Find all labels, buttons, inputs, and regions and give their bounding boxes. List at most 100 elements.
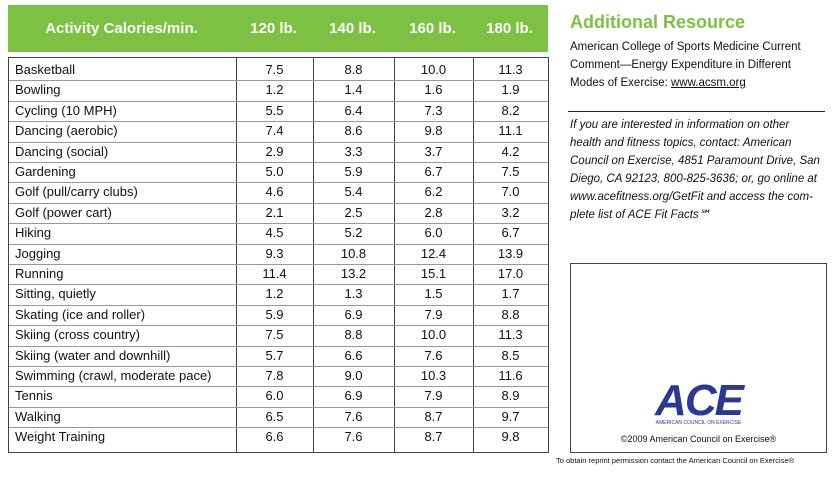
value-cell: 1.5 xyxy=(424,286,443,302)
value-cell: 10.8 xyxy=(340,245,367,261)
value-cell: 9.8 xyxy=(501,429,520,445)
column-line xyxy=(394,58,395,452)
copyright: ©2009 American Council on Exercise® xyxy=(620,434,777,444)
resource-line: American College of Sports Medicine Curr… xyxy=(570,41,801,53)
row-line xyxy=(9,264,548,265)
divider xyxy=(568,111,825,112)
activity-cell: Walking xyxy=(15,408,61,424)
value-cell: 7.3 xyxy=(424,102,443,118)
value-cell: 2.1 xyxy=(265,204,284,220)
activity-cell: Hiking xyxy=(15,225,52,241)
row-line xyxy=(9,427,548,429)
activity-cell: Golf (pull/carry clubs) xyxy=(15,184,138,200)
value-cell: 8.6 xyxy=(344,123,363,139)
value-cell: 4.5 xyxy=(265,225,284,241)
activity-cell: Weight Training xyxy=(15,429,106,445)
value-cell: 5.0 xyxy=(265,164,284,179)
row-line xyxy=(9,121,548,123)
activity-cell: Running xyxy=(15,266,64,281)
value-cell: 2.9 xyxy=(265,143,284,159)
row-line xyxy=(9,325,548,327)
value-cell: 7.8 xyxy=(265,368,284,383)
value-cell: 10.0 xyxy=(420,327,447,343)
value-cell: 7.9 xyxy=(424,306,443,322)
activity-cell: Skiing (water and downhill) xyxy=(15,347,171,363)
contact-line: If you are interested in information on … xyxy=(570,119,790,131)
value-cell: 2.8 xyxy=(424,204,443,220)
header-cell: 140 lb. xyxy=(329,20,376,37)
value-cell: 6.7 xyxy=(501,225,520,241)
row-line xyxy=(9,406,548,408)
value-cell: 8.8 xyxy=(501,306,520,322)
value-cell: 6.0 xyxy=(424,225,443,241)
activity-cell: Dancing (social) xyxy=(15,143,109,159)
contact-line: plete list of ACE Fit Facts℠ xyxy=(570,209,711,221)
contact-line: Council on Exercise, 4851 Paramount Driv… xyxy=(570,155,820,167)
activity-cell: Bowling xyxy=(15,82,61,98)
value-cell: 5.5 xyxy=(265,102,284,118)
value-cell: 11.4 xyxy=(262,266,287,281)
value-cell: 6.6 xyxy=(265,429,284,445)
value-cell: 8.9 xyxy=(501,388,520,404)
value-cell: 17.0 xyxy=(497,266,524,281)
value-cell: 7.5 xyxy=(501,164,520,179)
resource-title: Additional Resource xyxy=(570,12,746,32)
value-cell: 13.2 xyxy=(340,266,367,281)
value-cell: 6.6 xyxy=(344,347,363,363)
logo-box: ACE AMERICAN COUNCIL ON EXERCISE ©2009 A… xyxy=(570,263,827,453)
contact-line: health and fitness topics, contact: Amer… xyxy=(570,137,792,149)
value-cell: 10.0 xyxy=(420,62,447,77)
contact-text: If you are interested in information on … xyxy=(570,116,820,224)
activity-cell: Gardening xyxy=(15,164,76,179)
value-cell: 7.9 xyxy=(424,388,443,404)
row-line xyxy=(9,284,548,286)
activity-cell: Basketball xyxy=(15,62,75,77)
value-cell: 8.7 xyxy=(424,408,443,424)
row-line xyxy=(9,223,548,225)
value-cell: 3.7 xyxy=(424,143,443,159)
value-cell: 1.7 xyxy=(501,286,520,302)
column-line xyxy=(473,58,474,452)
value-cell: 9.7 xyxy=(501,408,520,424)
value-cell: 7.6 xyxy=(344,408,363,424)
row-line xyxy=(9,100,548,102)
resource-link: www.acsm.org xyxy=(671,77,746,89)
column-line xyxy=(236,58,237,452)
value-cell: 6.9 xyxy=(344,306,363,322)
value-cell: 3.2 xyxy=(501,204,520,220)
row-line xyxy=(9,366,548,367)
value-cell: 7.4 xyxy=(265,123,284,139)
contact-line: www.acefitness.org/GetFit and access the… xyxy=(570,191,813,203)
value-cell: 7.5 xyxy=(265,62,284,77)
value-cell: 5.2 xyxy=(344,225,363,241)
table-header: Activity Calories/min. 120 lb. 140 lb. 160 … xyxy=(8,5,548,52)
value-cell: 6.2 xyxy=(424,184,443,200)
row-line xyxy=(9,345,548,347)
value-cell: 2.5 xyxy=(344,204,363,220)
value-cell: 7.5 xyxy=(265,327,284,343)
activity-cell: Dancing (aerobic) xyxy=(15,123,118,139)
value-cell: 3.3 xyxy=(344,143,363,159)
row-line xyxy=(9,141,548,143)
header-cell: 120 lb. xyxy=(250,20,297,37)
value-cell: 8.8 xyxy=(344,62,363,77)
activity-cell: Golf (power cart) xyxy=(15,204,112,220)
value-cell: 7.6 xyxy=(344,429,363,445)
value-cell: 5.7 xyxy=(265,347,284,363)
value-cell: 1.9 xyxy=(501,82,520,98)
value-cell: 7.0 xyxy=(501,184,520,200)
resource-text: American College of Sports Medicine Curr… xyxy=(570,38,801,92)
value-cell: 8.2 xyxy=(501,102,520,118)
value-cell: 7.6 xyxy=(424,347,443,363)
resource-line: Modes of Exercise: www.acsm.org xyxy=(570,77,746,89)
value-cell: 9.3 xyxy=(265,245,284,261)
resource-line: Comment—Energy Expenditure in Different xyxy=(570,59,791,71)
row-line xyxy=(9,304,548,306)
value-cell: 6.4 xyxy=(344,102,363,118)
activity-cell: Jogging xyxy=(15,245,61,261)
value-cell: 4.2 xyxy=(501,143,520,159)
value-cell: 10.3 xyxy=(420,368,447,383)
value-cell: 1.6 xyxy=(424,82,443,98)
value-cell: 5.4 xyxy=(344,184,363,200)
